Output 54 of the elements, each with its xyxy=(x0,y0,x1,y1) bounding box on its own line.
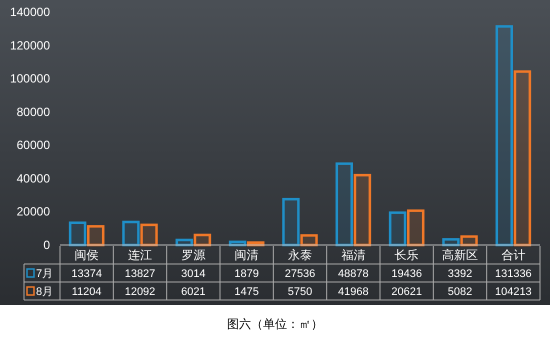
y-tick-label: 80000 xyxy=(16,104,50,119)
y-tick-label: 40000 xyxy=(16,171,50,186)
bar xyxy=(282,198,300,246)
legend-label: 7月 xyxy=(36,268,54,280)
bar xyxy=(442,238,460,246)
y-tick-label: 140000 xyxy=(10,5,50,19)
bar xyxy=(68,221,86,246)
data-label: 11204 xyxy=(72,286,102,298)
bar xyxy=(140,224,158,246)
data-label: 13374 xyxy=(71,268,102,280)
x-tick-label: 合计 xyxy=(501,248,526,262)
bar xyxy=(176,238,193,246)
x-tick-label: 闽侯 xyxy=(74,248,99,262)
bar xyxy=(87,225,104,246)
bar xyxy=(496,25,513,246)
data-label: 3392 xyxy=(448,268,472,280)
x-tick-label: 高新区 xyxy=(442,248,478,262)
y-tick-label: 100000 xyxy=(10,72,50,86)
x-tick-label: 永泰 xyxy=(288,248,312,262)
data-label: 48878 xyxy=(338,268,369,280)
y-tick-label: 60000 xyxy=(16,138,50,152)
bar xyxy=(407,209,424,246)
data-label: 6021 xyxy=(181,286,206,298)
bar xyxy=(354,174,372,246)
y-tick-label: 20000 xyxy=(16,204,50,219)
data-label: 41968 xyxy=(338,286,369,298)
data-label: 3014 xyxy=(181,268,206,280)
bar xyxy=(460,235,478,246)
x-tick-label: 长乐 xyxy=(394,248,419,262)
data-label: 12092 xyxy=(124,286,156,298)
x-tick-label: 福清 xyxy=(341,248,366,262)
bar xyxy=(194,234,212,246)
bar xyxy=(514,70,532,246)
bar xyxy=(336,162,353,246)
bar xyxy=(122,220,140,246)
y-tick-label: 120000 xyxy=(10,38,50,52)
data-label: 104213 xyxy=(494,286,532,298)
x-tick-label: 罗源 xyxy=(181,248,206,262)
bar xyxy=(388,211,406,246)
data-label: 131336 xyxy=(494,268,532,280)
text: 图六（单位：㎡） xyxy=(227,317,323,331)
data-label: 5750 xyxy=(288,286,312,298)
x-tick-label: 连江 xyxy=(128,248,152,262)
bar xyxy=(228,240,246,246)
data-label: 13827 xyxy=(124,268,156,280)
data-label: 1475 xyxy=(234,286,259,298)
bar xyxy=(300,234,318,246)
data-label: 20621 xyxy=(391,286,422,298)
data-label: 1879 xyxy=(234,268,259,280)
legend-label: 8月 xyxy=(36,286,54,298)
data-label: 19436 xyxy=(391,268,422,280)
x-tick-label: 闽清 xyxy=(234,248,259,262)
data-label: 5082 xyxy=(448,286,472,298)
data-label: 27536 xyxy=(284,268,316,280)
